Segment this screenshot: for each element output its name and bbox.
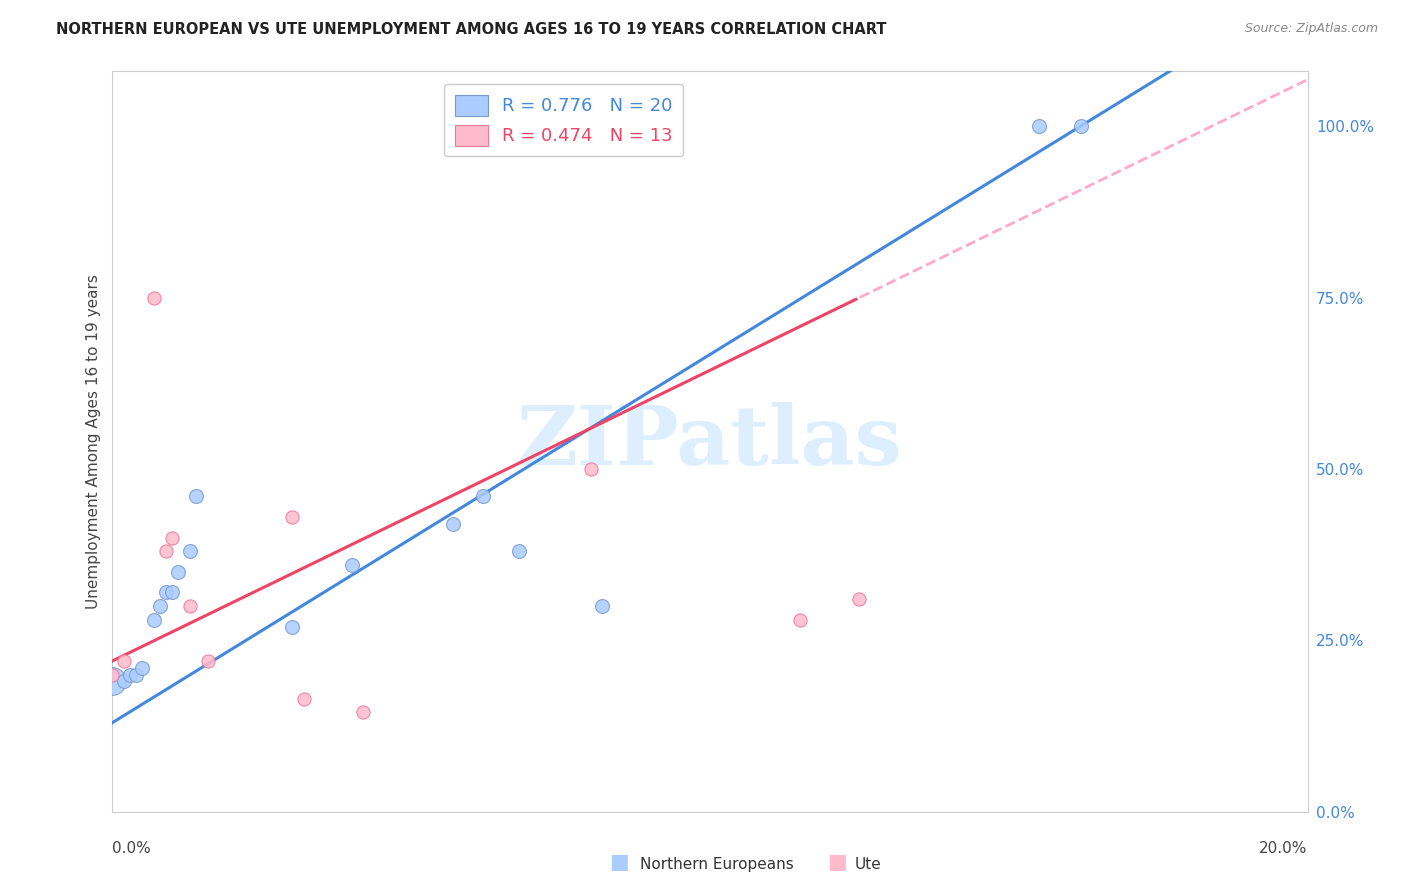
Point	[149, 599, 172, 613]
Point	[143, 613, 166, 627]
Point	[101, 667, 124, 681]
Text: Northern Europeans: Northern Europeans	[640, 857, 793, 872]
Y-axis label: Unemployment Among Ages 16 to 19 years: Unemployment Among Ages 16 to 19 years	[86, 274, 101, 609]
Point	[579, 462, 602, 476]
Point	[155, 585, 177, 599]
Legend: R = 0.776   N = 20, R = 0.474   N = 13: R = 0.776 N = 20, R = 0.474 N = 13	[444, 84, 683, 156]
Point	[352, 706, 374, 720]
Point	[340, 558, 363, 572]
Point	[186, 489, 208, 503]
Point	[114, 674, 135, 689]
Point	[114, 654, 135, 668]
Point	[292, 691, 315, 706]
Point	[197, 654, 219, 668]
Text: ■: ■	[827, 853, 846, 872]
Point	[508, 544, 530, 558]
Point	[281, 510, 304, 524]
Point	[120, 667, 142, 681]
Point	[441, 516, 464, 531]
Point	[848, 592, 870, 607]
Point	[1028, 119, 1050, 133]
Text: NORTHERN EUROPEAN VS UTE UNEMPLOYMENT AMONG AGES 16 TO 19 YEARS CORRELATION CHAR: NORTHERN EUROPEAN VS UTE UNEMPLOYMENT AM…	[56, 22, 887, 37]
Text: ZIPatlas: ZIPatlas	[517, 401, 903, 482]
Point	[125, 667, 148, 681]
Text: Ute: Ute	[855, 857, 882, 872]
Text: 0.0%: 0.0%	[112, 841, 152, 856]
Point	[162, 531, 183, 545]
Point	[789, 613, 811, 627]
Point	[162, 585, 183, 599]
Point	[167, 565, 190, 579]
Text: 20.0%: 20.0%	[1260, 841, 1308, 856]
Point	[472, 489, 495, 503]
Point	[179, 544, 201, 558]
Point	[281, 619, 304, 633]
Point	[143, 291, 166, 305]
Point	[101, 674, 124, 689]
Point	[179, 599, 201, 613]
Point	[1069, 119, 1091, 133]
Point	[592, 599, 614, 613]
Point	[131, 661, 153, 675]
Point	[155, 544, 177, 558]
Text: Source: ZipAtlas.com: Source: ZipAtlas.com	[1244, 22, 1378, 36]
Text: ■: ■	[609, 853, 628, 872]
